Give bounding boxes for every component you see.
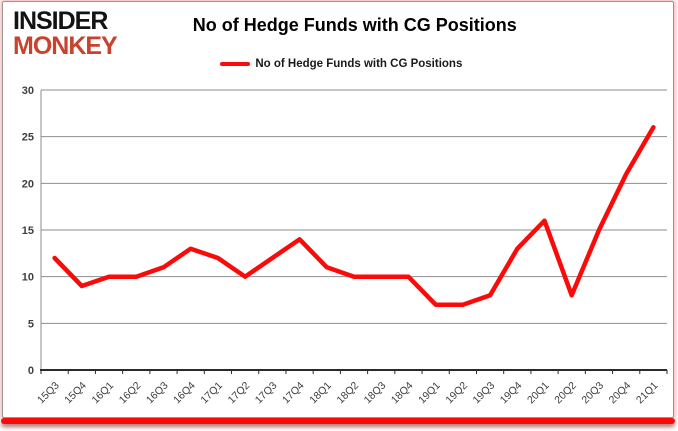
svg-text:16Q1: 16Q1 <box>90 380 117 407</box>
svg-text:18Q2: 18Q2 <box>334 380 361 407</box>
svg-text:16Q4: 16Q4 <box>171 380 198 407</box>
svg-text:15Q4: 15Q4 <box>62 380 89 407</box>
legend-line-swatch <box>220 62 251 66</box>
svg-text:0: 0 <box>28 365 34 377</box>
svg-text:15Q3: 15Q3 <box>35 380 62 407</box>
svg-text:15: 15 <box>22 225 34 237</box>
svg-text:20Q2: 20Q2 <box>552 380 579 407</box>
logo-word-monkey: MONKEY <box>13 32 118 60</box>
svg-text:17Q1: 17Q1 <box>198 380 225 407</box>
svg-text:19Q3: 19Q3 <box>471 380 498 407</box>
svg-text:25: 25 <box>22 132 34 144</box>
svg-text:20Q1: 20Q1 <box>525 380 552 407</box>
svg-text:17Q2: 17Q2 <box>226 380 253 407</box>
bottom-red-border <box>1 418 675 424</box>
svg-text:18Q3: 18Q3 <box>362 380 389 407</box>
logo-word-insider: INSIDER <box>13 7 108 35</box>
svg-text:5: 5 <box>28 318 34 330</box>
chart-title: No of Hedge Funds with CG Positions <box>192 15 517 35</box>
chart-legend: No of Hedge Funds with CG Positions <box>220 58 462 70</box>
svg-text:18Q4: 18Q4 <box>389 380 416 407</box>
svg-text:21Q1: 21Q1 <box>634 380 661 407</box>
svg-text:10: 10 <box>22 272 34 284</box>
chart-plot-area: 0 5 10 15 20 25 30 15Q3 15Q4 16Q1 16Q2 16Q3 16Q4 17Q1… <box>22 85 668 407</box>
svg-text:17Q4: 17Q4 <box>280 380 307 407</box>
svg-text:20: 20 <box>22 178 34 190</box>
svg-text:16Q3: 16Q3 <box>144 380 171 407</box>
svg-text:16Q2: 16Q2 <box>117 380 144 407</box>
legend-label: No of Hedge Funds with CG Positions <box>255 58 463 70</box>
svg-text:17Q3: 17Q3 <box>253 380 280 407</box>
insider-monkey-logo: INSIDER MONKEY <box>13 7 118 60</box>
svg-text:19Q2: 19Q2 <box>443 380 470 407</box>
svg-text:18Q1: 18Q1 <box>307 380 334 407</box>
svg-text:30: 30 <box>22 85 34 97</box>
svg-text:20Q3: 20Q3 <box>579 380 606 407</box>
chart-card: INSIDER MONKEY No of Hedge Funds with CG… <box>2 1 674 418</box>
svg-text:19Q1: 19Q1 <box>416 380 443 407</box>
svg-text:20Q4: 20Q4 <box>607 380 634 407</box>
svg-text:19Q4: 19Q4 <box>498 380 525 407</box>
